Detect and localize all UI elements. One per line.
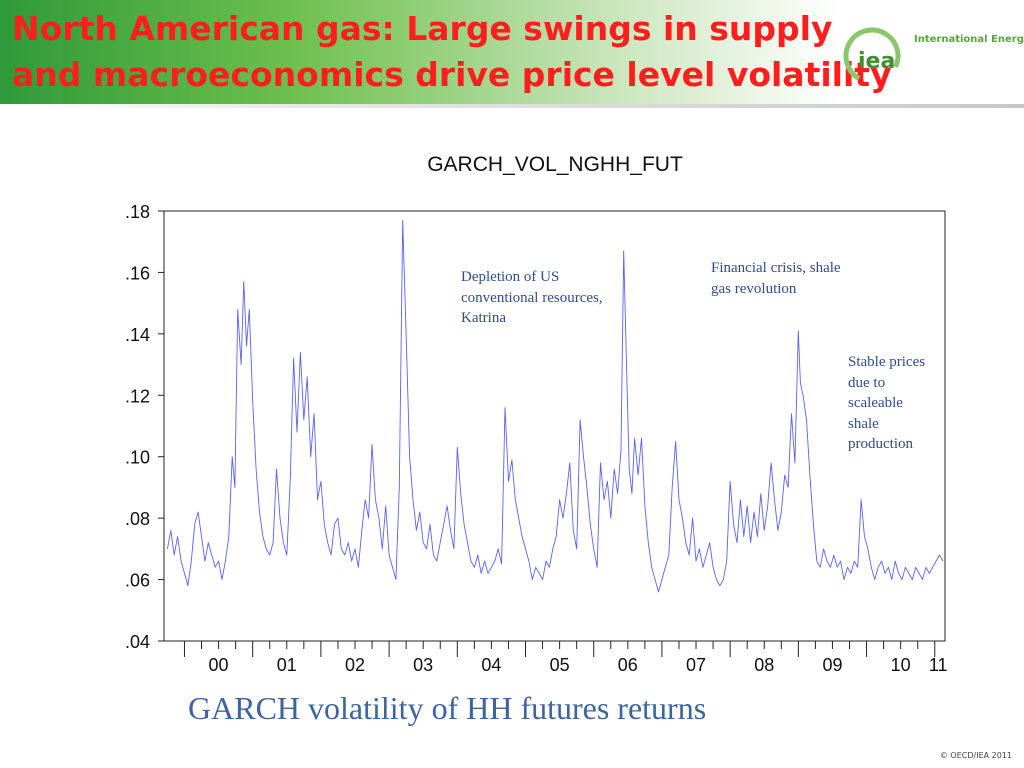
logo-initials: iea bbox=[858, 49, 895, 74]
iea-logo: iea bbox=[843, 27, 901, 85]
x-tick-label: 06 bbox=[618, 655, 638, 675]
y-tick-label: .08 bbox=[125, 509, 150, 529]
y-tick-label: .06 bbox=[125, 571, 150, 591]
annotation-financial-crisis: Financial crisis, shale gas revolution bbox=[711, 260, 841, 297]
x-tick-label: 03 bbox=[413, 655, 433, 675]
y-tick-label: .14 bbox=[125, 325, 150, 345]
x-tick-label: 05 bbox=[550, 655, 570, 675]
x-tick-label: 01 bbox=[277, 655, 297, 675]
y-tick-label: .04 bbox=[125, 632, 150, 652]
header-divider bbox=[0, 104, 1024, 108]
y-tick-label: .16 bbox=[125, 263, 150, 283]
header-banner bbox=[0, 0, 1024, 104]
x-tick-label: 02 bbox=[345, 655, 365, 675]
x-tick-label: 00 bbox=[209, 655, 229, 675]
slide-caption: GARCH volatility of HH futures returns bbox=[188, 690, 707, 726]
x-tick-label: 07 bbox=[686, 655, 706, 675]
slide-title: North American gas: Large swings in supp… bbox=[12, 9, 892, 94]
x-tick-label: 11 bbox=[929, 655, 948, 675]
x-tick-label: 04 bbox=[481, 655, 501, 675]
annotation-stable-prices: Stable prices due to scaleable shale pro… bbox=[848, 354, 926, 452]
series-line bbox=[166, 219, 944, 593]
y-tick-label: .10 bbox=[125, 448, 150, 468]
x-tick-label: 10 bbox=[891, 655, 911, 675]
annotation-depletion: Depletion of US conventional resources, … bbox=[461, 269, 603, 326]
y-tick-label: .12 bbox=[125, 386, 150, 406]
x-tick-label: 08 bbox=[754, 655, 774, 675]
chart-title: GARCH_VOL_NGHH_FUT bbox=[427, 153, 683, 176]
copyright-notice: © OECD/IEA 2011 bbox=[939, 751, 1012, 760]
y-tick-label: .18 bbox=[125, 202, 150, 222]
logo-name: International Energy Agency bbox=[914, 34, 1024, 45]
plot-frame bbox=[163, 210, 946, 642]
x-tick-label: 09 bbox=[822, 655, 842, 675]
